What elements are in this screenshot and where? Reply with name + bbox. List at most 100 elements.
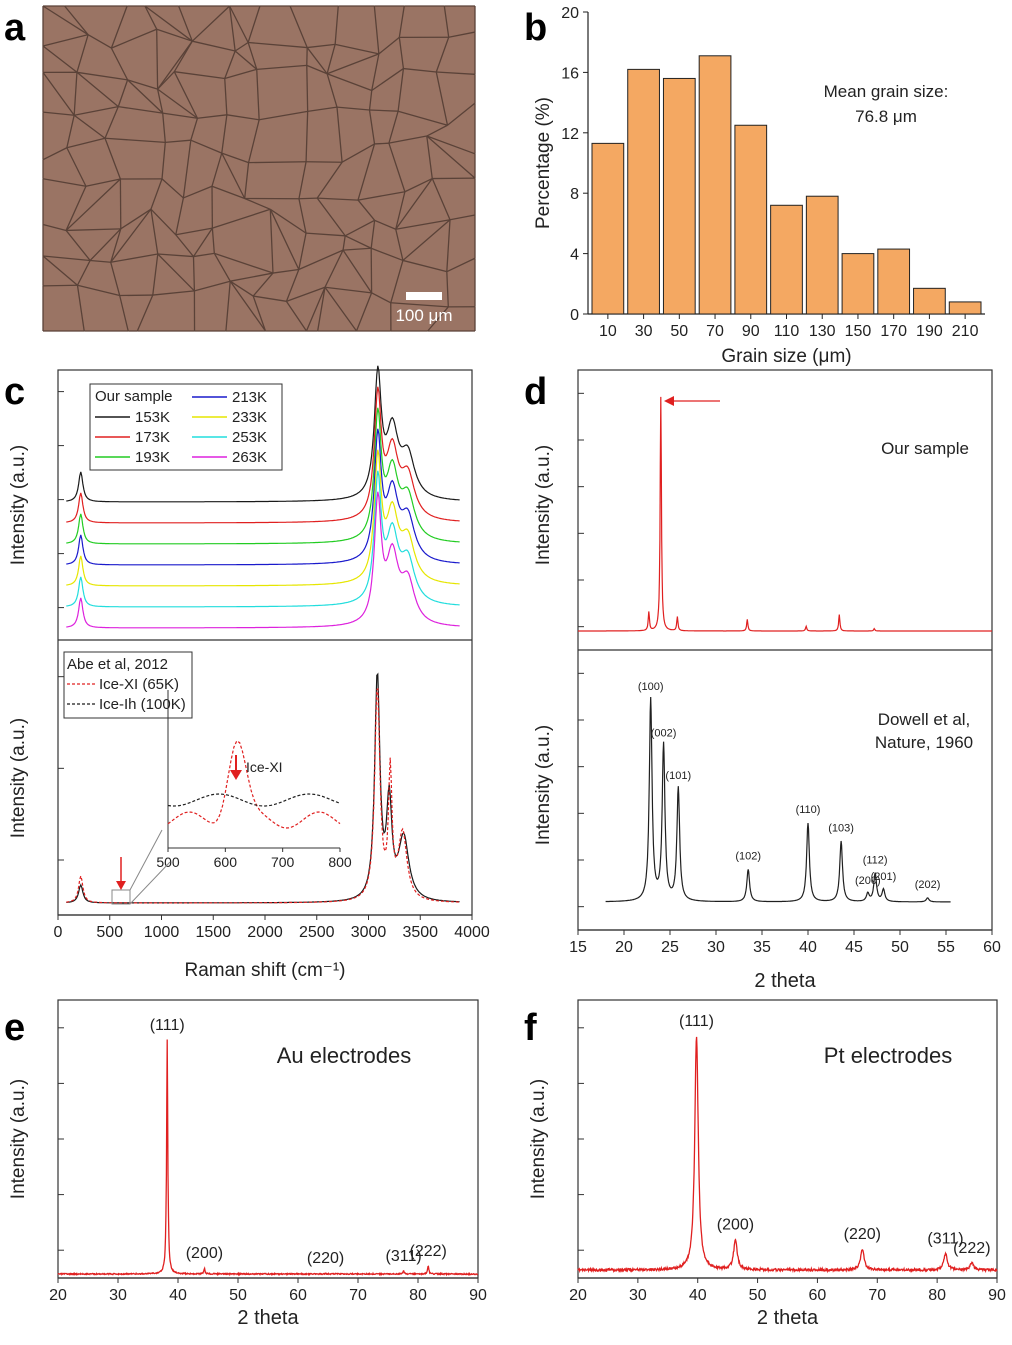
c-top-series-line (66, 491, 460, 629)
grain-boundary (221, 114, 228, 154)
grain-boundary (161, 142, 166, 179)
grain-boundary (66, 228, 121, 232)
grain-boundary (85, 178, 121, 187)
c-top-legend-label: 263K (232, 449, 267, 466)
c-x-tick-label: 2500 (299, 924, 335, 941)
d-bottom-label: Dowell et al, (878, 710, 971, 729)
grain-boundary (76, 71, 119, 108)
e-frame (57, 999, 479, 1279)
c-inset-tick-label: 500 (156, 854, 180, 870)
grain-boundary (224, 50, 236, 79)
d-peak-label: (200) (855, 875, 881, 887)
grain-boundary (371, 53, 380, 91)
grain-boundary (65, 230, 91, 261)
d-x-tick-label: 25 (661, 939, 679, 956)
grain-boundary (157, 253, 195, 292)
grain-boundary (226, 114, 260, 121)
grain-boundary (449, 214, 476, 221)
c-top-legend-label: 193K (135, 449, 170, 466)
grain-boundary (110, 5, 128, 49)
grain-boundary (374, 219, 397, 230)
grain-boundary (110, 208, 152, 263)
grain-boundary (214, 252, 274, 274)
d-x-label: 2 theta (754, 970, 816, 992)
c-inset-tick-label: 800 (328, 854, 352, 870)
grain-boundary (42, 178, 87, 187)
grain-boundary (110, 253, 158, 263)
grain-boundaries (42, 5, 476, 332)
d-peak-label: (202) (915, 879, 941, 891)
b-bar (913, 287, 946, 315)
f-x-tick-label: 40 (689, 1287, 707, 1304)
grain-boundary (120, 208, 152, 230)
b-x-tick-label: 30 (635, 323, 653, 340)
grain-boundary (298, 249, 344, 271)
f-x-tick-label: 80 (928, 1287, 946, 1304)
e-trace (57, 1039, 479, 1277)
grain-boundary (90, 259, 111, 263)
d-x-tick-label: 55 (937, 939, 955, 956)
f-x-tick-label: 20 (569, 1287, 587, 1304)
grain-boundary (446, 271, 449, 307)
e-label: Au electrodes (277, 1043, 412, 1068)
scale-bar-label: 100 μm (395, 306, 452, 325)
grain-boundary (403, 67, 437, 73)
grain-boundary (193, 252, 215, 258)
grain-boundary (435, 37, 450, 73)
grain-boundary (42, 284, 78, 287)
c-top-series-line (66, 428, 460, 566)
d-x-tick-label: 60 (983, 939, 1001, 956)
grain-boundary (269, 209, 274, 274)
e-x-tick-label: 90 (469, 1287, 487, 1304)
d-x-tick-label: 45 (845, 939, 863, 956)
grain-boundary (244, 197, 271, 210)
grain-boundary (42, 34, 89, 47)
grain-boundary (224, 68, 257, 80)
grain-boundary (402, 259, 447, 273)
d-bottom-y-label: Intensity (a.u.) (533, 725, 554, 845)
grain-boundary (157, 253, 194, 258)
grain-boundary (269, 209, 300, 270)
d-peak-label: (101) (665, 770, 691, 782)
e-x-tick-label: 50 (229, 1287, 247, 1304)
grain-boundary (446, 257, 476, 273)
grain-boundary (191, 5, 231, 42)
grain-boundary (173, 40, 193, 73)
f-y-label: Intensity (a.u.) (528, 1079, 549, 1199)
d-peak-label: (103) (828, 822, 854, 834)
grain-boundary (357, 191, 405, 201)
e-peak-label: (200) (186, 1245, 223, 1262)
b-x-label: Grain size (μm) (721, 346, 851, 367)
grain-boundary (127, 79, 164, 114)
b-bar (591, 142, 625, 315)
grain-boundary (165, 139, 191, 144)
grain-boundary (324, 249, 344, 288)
grain-boundary (326, 73, 372, 92)
grain-boundary (357, 143, 376, 201)
grain-boundary (272, 268, 299, 274)
grain-boundary (448, 31, 476, 38)
grain-boundary (183, 185, 213, 199)
grain-boundary (370, 247, 404, 262)
grain-boundary (388, 135, 427, 144)
d-x-tick-label: 30 (707, 939, 725, 956)
e-y-label: Intensity (a.u.) (8, 1079, 29, 1199)
grain-boundary (317, 197, 359, 201)
grain-boundary (228, 5, 236, 52)
grain-boundary (64, 5, 89, 36)
grain-boundary (150, 178, 163, 210)
grain-boundary (344, 219, 375, 237)
grain-boundary (174, 71, 225, 80)
grain-boundary (192, 256, 196, 291)
b-bar (698, 55, 732, 315)
grain-boundary (136, 294, 154, 332)
b-x-tick-label: 190 (916, 323, 943, 340)
grain-boundary (104, 137, 166, 144)
grain-boundary (317, 287, 326, 332)
grain-boundary (42, 223, 67, 232)
grain-boundary (194, 280, 231, 292)
grain-boundary (74, 105, 119, 116)
grain-boundary (256, 69, 260, 120)
f-x-tick-label: 50 (749, 1287, 767, 1304)
